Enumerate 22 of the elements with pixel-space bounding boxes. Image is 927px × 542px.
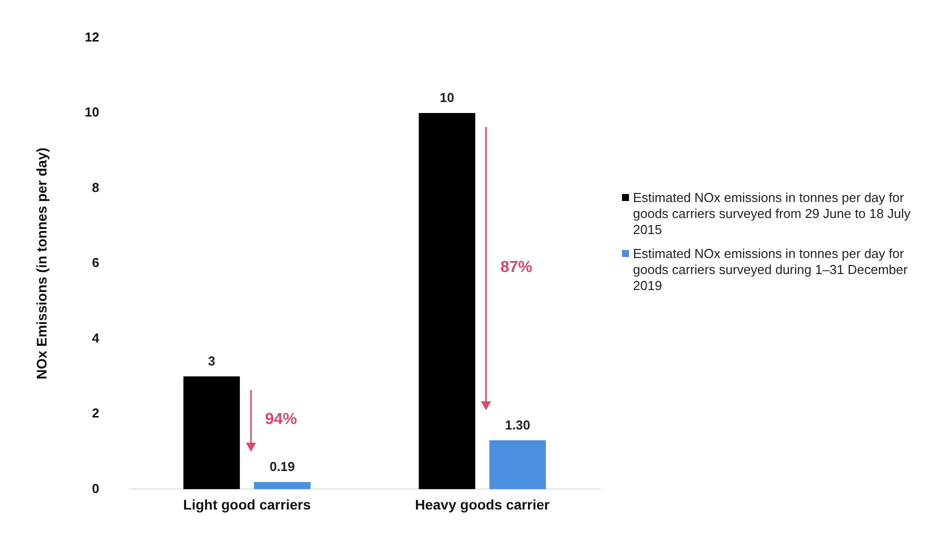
y-tick-label: 10 [84, 104, 100, 120]
data-label: 10 [440, 90, 454, 106]
bar [418, 113, 476, 490]
y-tick-label: 0 [92, 480, 100, 496]
bar [254, 482, 310, 490]
legend-label: Estimated NOx emissions in tonnes per day for goods carriers surveyed during 1–31 December 2019 [633, 246, 909, 294]
data-label: 1.30 [504, 417, 530, 432]
y-tick-label: 2 [92, 406, 100, 421]
bar [183, 376, 240, 490]
x-tick-label: Heavy goods carrier [415, 496, 550, 512]
y-tick-label: 6 [92, 255, 100, 270]
annotation: 87% [500, 258, 532, 277]
annotation: 94% [264, 411, 297, 430]
data-label: 0.19 [270, 459, 295, 474]
x-tick-label: Light good carriers [183, 496, 311, 512]
y-tick-label: 12 [84, 29, 100, 44]
y-tick-label: 4 [92, 330, 100, 346]
y-axis-title: NOx Emissions (in tonnes per day) [33, 148, 50, 380]
legend-label: Estimated NOx emissions in tonnes per day for goods carriers surveyed from 29 June to 18 July 2015 [633, 190, 912, 238]
bar [489, 440, 546, 490]
data-label: 3 [208, 353, 216, 368]
y-tick-label: 8 [92, 180, 100, 195]
